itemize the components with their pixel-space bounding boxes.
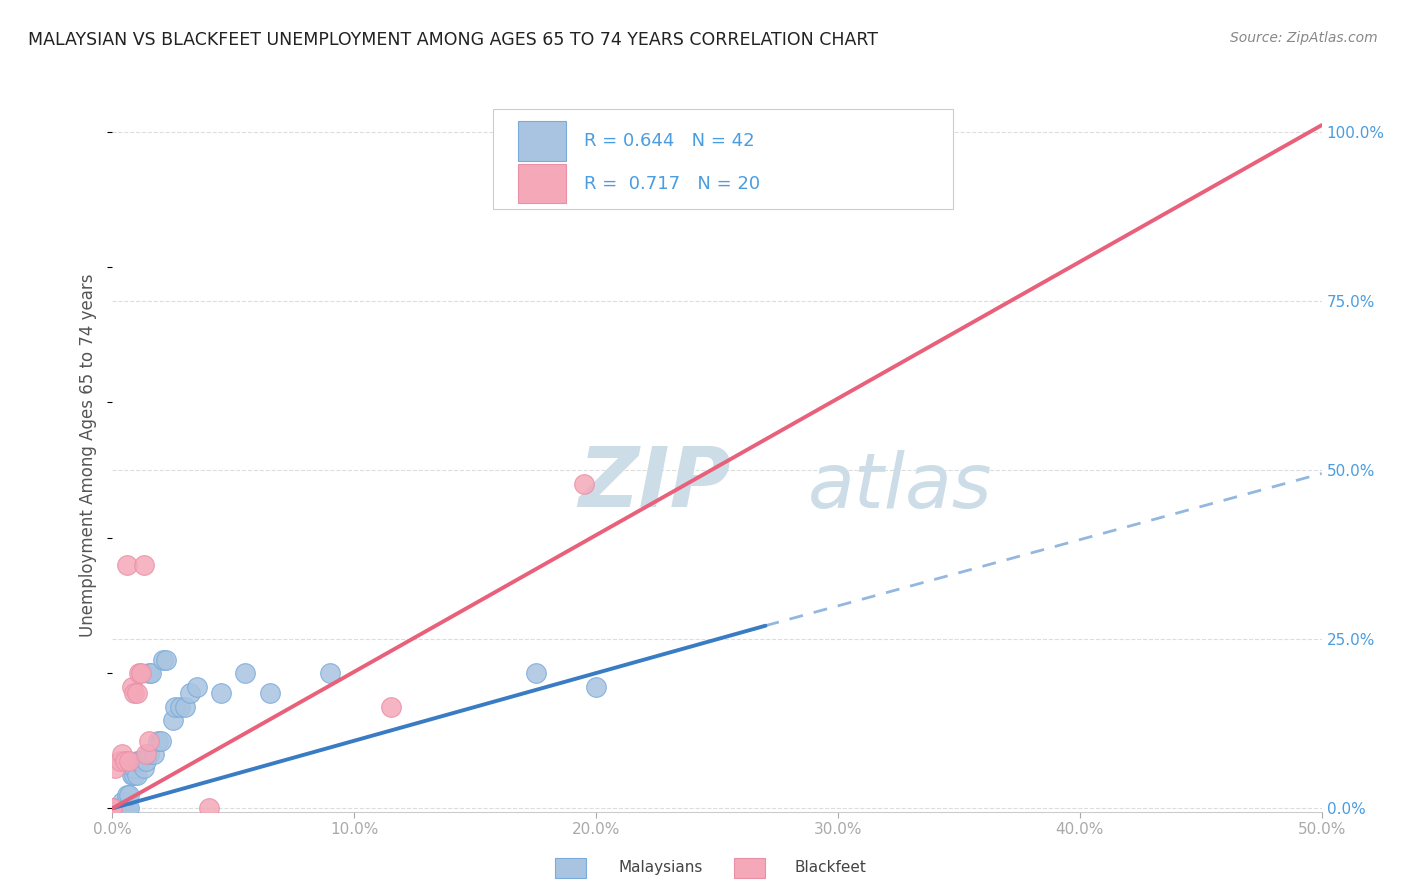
Y-axis label: Unemployment Among Ages 65 to 74 years: Unemployment Among Ages 65 to 74 years bbox=[79, 273, 97, 637]
Point bbox=[138, 666, 160, 681]
Text: MALAYSIAN VS BLACKFEET UNEMPLOYMENT AMONG AGES 65 TO 74 YEARS CORRELATION CHART: MALAYSIAN VS BLACKFEET UNEMPLOYMENT AMON… bbox=[28, 31, 879, 49]
Text: R = 0.644   N = 42: R = 0.644 N = 42 bbox=[583, 132, 755, 150]
Point bbox=[585, 680, 607, 694]
Text: atlas: atlas bbox=[807, 450, 993, 524]
Point bbox=[169, 699, 191, 714]
Point bbox=[101, 801, 124, 815]
Point bbox=[118, 788, 141, 802]
Point bbox=[155, 652, 177, 666]
Point bbox=[118, 801, 141, 815]
Point bbox=[114, 754, 136, 768]
Point bbox=[118, 754, 141, 768]
Point bbox=[135, 754, 157, 768]
Bar bbox=[517, 121, 565, 161]
Point bbox=[125, 767, 148, 781]
Point bbox=[128, 666, 150, 681]
Point bbox=[572, 476, 595, 491]
Point bbox=[128, 754, 150, 768]
Point bbox=[149, 733, 172, 747]
Point bbox=[108, 801, 131, 815]
Text: Source: ZipAtlas.com: Source: ZipAtlas.com bbox=[1230, 31, 1378, 45]
Point bbox=[101, 801, 124, 815]
Point bbox=[138, 733, 160, 747]
Point bbox=[114, 801, 136, 815]
Point bbox=[114, 801, 136, 815]
Point bbox=[104, 761, 127, 775]
Point bbox=[319, 666, 342, 681]
Point bbox=[125, 754, 148, 768]
Point bbox=[235, 666, 257, 681]
Point bbox=[138, 747, 160, 762]
Text: Malaysians: Malaysians bbox=[619, 860, 703, 874]
Point bbox=[104, 801, 127, 815]
Text: ZIP: ZIP bbox=[578, 443, 731, 524]
Point bbox=[101, 801, 124, 815]
Point bbox=[174, 699, 197, 714]
Point bbox=[135, 747, 157, 762]
Point bbox=[524, 666, 547, 681]
Point bbox=[115, 558, 138, 572]
Point bbox=[108, 754, 131, 768]
Point bbox=[179, 686, 201, 700]
Bar bbox=[517, 164, 565, 203]
Point bbox=[122, 767, 145, 781]
Point bbox=[152, 652, 174, 666]
Point bbox=[111, 801, 134, 815]
Point bbox=[198, 801, 221, 815]
Point bbox=[165, 699, 187, 714]
Point bbox=[186, 680, 208, 694]
Point bbox=[125, 686, 148, 700]
Point bbox=[122, 686, 145, 700]
Point bbox=[111, 747, 134, 762]
Point bbox=[162, 714, 184, 728]
Point bbox=[121, 680, 143, 694]
Point bbox=[101, 801, 124, 815]
Point bbox=[259, 686, 281, 700]
Point bbox=[148, 733, 170, 747]
Text: R =  0.717   N = 20: R = 0.717 N = 20 bbox=[583, 175, 761, 193]
Point bbox=[111, 795, 134, 809]
Point bbox=[380, 699, 402, 714]
Text: Blackfeet: Blackfeet bbox=[794, 860, 866, 874]
Point bbox=[142, 747, 165, 762]
Point bbox=[131, 754, 153, 768]
Point bbox=[132, 761, 155, 775]
Point bbox=[141, 666, 163, 681]
Point bbox=[105, 801, 128, 815]
Point bbox=[121, 767, 143, 781]
Point bbox=[132, 558, 155, 572]
Point bbox=[585, 138, 607, 153]
Point bbox=[131, 666, 153, 681]
Point bbox=[115, 801, 138, 815]
Point bbox=[115, 788, 138, 802]
Point bbox=[209, 686, 232, 700]
FancyBboxPatch shape bbox=[494, 109, 953, 209]
Point bbox=[122, 761, 145, 775]
